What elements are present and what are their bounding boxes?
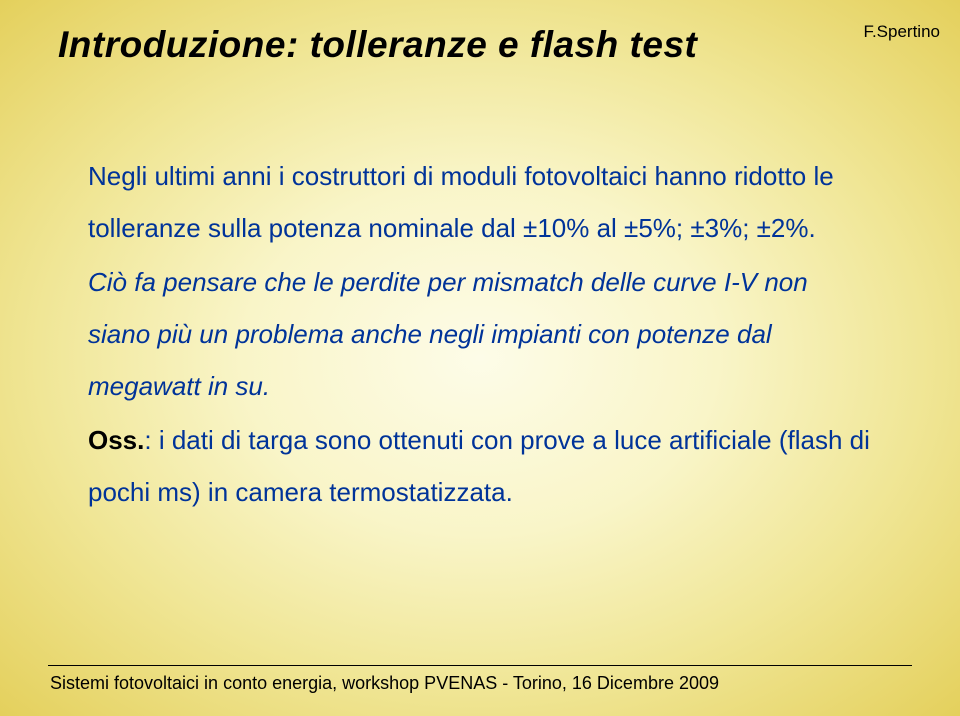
footer-text: Sistemi fotovoltaici in conto energia, w… xyxy=(50,673,719,694)
paragraph-2-text: Ciò fa pensare che le perdite per mismat… xyxy=(88,267,808,401)
paragraph-2: Ciò fa pensare che le perdite per mismat… xyxy=(88,256,872,412)
author-label: F.Spertino xyxy=(863,22,940,42)
oss-label: Oss. xyxy=(88,425,144,455)
slide-body: Negli ultimi anni i costruttori di modul… xyxy=(88,150,872,520)
oss-text: : i dati di targa sono ottenuti con prov… xyxy=(88,425,870,507)
slide-title: Introduzione: tolleranze e flash test xyxy=(58,24,697,66)
footer-rule xyxy=(48,665,912,666)
paragraph-1: Negli ultimi anni i costruttori di modul… xyxy=(88,150,872,254)
paragraph-oss: Oss.: i dati di targa sono ottenuti con … xyxy=(88,414,872,518)
